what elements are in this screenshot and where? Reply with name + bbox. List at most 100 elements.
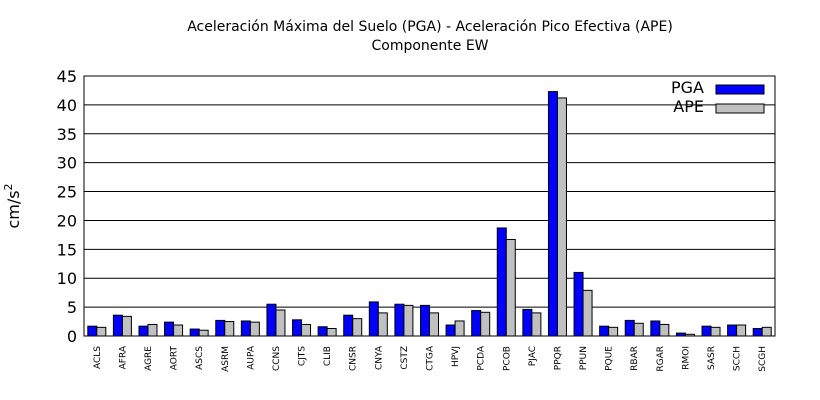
y-axis-label: cm/s2 (2, 183, 23, 228)
bar-ape-hpvj (454, 320, 465, 337)
bar-pga-asrm (215, 319, 226, 337)
bar-ape-asrm (224, 321, 235, 337)
bar-pga-cnya (368, 301, 379, 337)
x-tick-label: SCGH (758, 346, 768, 372)
y-tick-label: 20 (57, 211, 77, 230)
bar-ape-pcob (505, 239, 516, 337)
y-axis-label-superscript: 2 (2, 183, 15, 190)
bars (87, 91, 772, 337)
x-tick-label: ASCS (195, 346, 205, 370)
bar-ape-scch (736, 324, 747, 337)
bar-pga-hpvj (445, 324, 456, 337)
x-tick-label: CNYA (374, 345, 384, 370)
legend-label-ape: APE (673, 97, 704, 116)
x-tick-label: RBAR (630, 346, 640, 371)
x-tick-label: CLIB (323, 346, 333, 366)
bar-ape-sasr (710, 326, 721, 337)
bar-pga-aupa (240, 320, 251, 337)
y-tick-label: 45 (57, 67, 77, 86)
bar-pga-aort (164, 321, 175, 337)
x-tick-label: PCDA (477, 345, 487, 370)
bar-pga-agre (138, 325, 149, 337)
bar-ape-ccns (275, 309, 286, 337)
x-tick-label: AGRE (144, 346, 154, 371)
x-tick-label: SASR (707, 346, 717, 370)
y-tick-label: 30 (57, 154, 77, 173)
bar-ape-cnya (377, 312, 388, 337)
bar-ape-cnsr (352, 318, 363, 337)
bar-pga-ppun (573, 271, 584, 337)
x-tick-label: PCOB (502, 346, 512, 371)
bar-pga-rbar (624, 319, 635, 337)
x-tick-label: AUPA (246, 345, 256, 370)
bar-ape-rbar (633, 322, 644, 337)
bar-pga-afra (112, 314, 123, 337)
bar-pga-rgar (650, 320, 661, 337)
bar-ape-ctga (429, 312, 439, 337)
bar-pga-clib (317, 326, 328, 337)
x-tick-label: ACLS (93, 346, 103, 369)
y-tick-label: 0 (67, 327, 77, 346)
bar-ape-acls (96, 326, 107, 337)
x-tick-label: AORT (170, 346, 180, 371)
x-tick-label: PQUE (605, 346, 615, 371)
bar-ape-cstz (403, 304, 414, 337)
y-tick-label: 5 (67, 298, 77, 317)
bar-ape-pcda (480, 311, 491, 337)
y-tick-label: 25 (57, 183, 77, 202)
bar-pga-ccns (266, 303, 277, 337)
bar-pga-ascs (189, 328, 200, 337)
bar-ape-ppqr (556, 97, 567, 337)
x-tick-label: HPVJ (451, 346, 461, 367)
bar-ape-scgh (761, 326, 772, 337)
bar-pga-pcda (471, 310, 482, 337)
x-tick-label: PJAC (528, 346, 538, 366)
x-tick-label: CSTZ (400, 346, 410, 370)
y-tick-label: 35 (57, 125, 77, 144)
x-tick-label: RMOI (681, 346, 691, 370)
y-axis-label-base: cm/s (4, 190, 23, 228)
bar-ape-pjac (531, 312, 542, 337)
x-tick-label: RGAR (656, 346, 666, 372)
bar-pga-scch (727, 324, 738, 337)
x-tick-label: CJTS (298, 346, 308, 366)
bar-ape-cjts (301, 323, 312, 337)
bar-ape-pque (608, 326, 619, 337)
x-tick-label: AFRA (118, 345, 128, 369)
bar-pga-cstz (394, 303, 405, 337)
bar-ape-aort (173, 324, 184, 337)
y-tick-label: 15 (57, 240, 77, 259)
x-tick-label: CCNS (272, 346, 282, 371)
bar-ape-aupa (249, 321, 260, 337)
bar-pga-cnsr (343, 314, 354, 337)
bar-ape-clib (326, 327, 337, 337)
bar-pga-ppqr (547, 91, 558, 337)
bar-pga-pque (599, 325, 610, 337)
bar-pga-cjts (292, 319, 303, 337)
legend-swatch-pga (715, 84, 765, 95)
bar-ape-ascs (198, 329, 209, 337)
x-tick-label: SCCH (733, 346, 743, 371)
plot-frame (83, 75, 776, 337)
bar-ape-rgar (659, 323, 670, 337)
y-tick-label: 40 (57, 96, 77, 115)
legend-swatch-ape (715, 103, 765, 114)
bar-pga-acls (87, 325, 98, 337)
bar-pga-scgh (752, 327, 763, 337)
x-tick-label: CTGA (426, 345, 436, 371)
chart-title: Aceleración Máxima del Suelo (PGA) - Ace… (187, 19, 673, 35)
chart-subtitle: Componente EW (371, 38, 488, 54)
x-tick-label: PPQR (553, 346, 563, 370)
legend: PGA APE (671, 78, 765, 116)
x-tick-label: CNSR (349, 346, 359, 371)
bar-pga-pjac (522, 308, 533, 337)
bar-pga-sasr (701, 325, 712, 337)
bar-pga-ctga (420, 304, 430, 337)
x-tick-label: PPUN (579, 346, 589, 370)
y-axis-ticks: 0 5 10 15 20 25 30 35 40 45 (57, 67, 77, 346)
x-axis-ticks: ACLS AFRA AGRE AORT ASCS ASRM AUPA CCNS CJTS CLIB… (93, 345, 768, 372)
legend-label-pga: PGA (671, 78, 704, 97)
x-tick-label: ASRM (221, 346, 231, 372)
grid-lines (84, 104, 775, 308)
